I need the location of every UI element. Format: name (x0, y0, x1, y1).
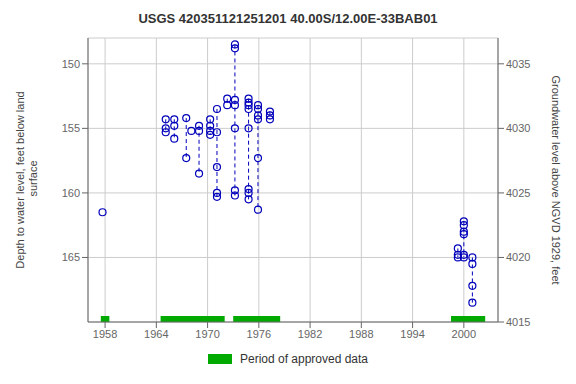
svg-text:160: 160 (62, 187, 80, 199)
svg-text:1994: 1994 (400, 328, 424, 340)
svg-text:1964: 1964 (144, 328, 168, 340)
html-text:USGS 420351121251201 40.00S/12: USGS 420351121251201 40.00S/12.00E-33BAB… (138, 11, 438, 26)
svg-text:4030: 4030 (506, 122, 530, 134)
svg-text:2000: 2000 (452, 328, 476, 340)
svg-text:155: 155 (62, 122, 80, 134)
svg-text:1982: 1982 (298, 328, 322, 340)
svg-text:Depth to water level, feet bel: Depth to water level, feet below land su… (14, 91, 39, 268)
svg-text:4015: 4015 (506, 316, 530, 328)
svg-text:165: 165 (62, 251, 80, 263)
svg-text:150: 150 (62, 58, 80, 70)
svg-text:4020: 4020 (506, 251, 530, 263)
svg-text:4035: 4035 (506, 58, 530, 70)
html-text:Period of approved data: Period of approved data (240, 352, 368, 366)
svg-text:Groundwater level above NGVD 1: Groundwater level above NGVD 1929, feet (550, 75, 562, 284)
svg-text:1958: 1958 (93, 328, 117, 340)
svg-text:1970: 1970 (195, 328, 219, 340)
svg-text:1976: 1976 (247, 328, 271, 340)
svg-text:4025: 4025 (506, 187, 530, 199)
svg-text:1988: 1988 (349, 328, 373, 340)
